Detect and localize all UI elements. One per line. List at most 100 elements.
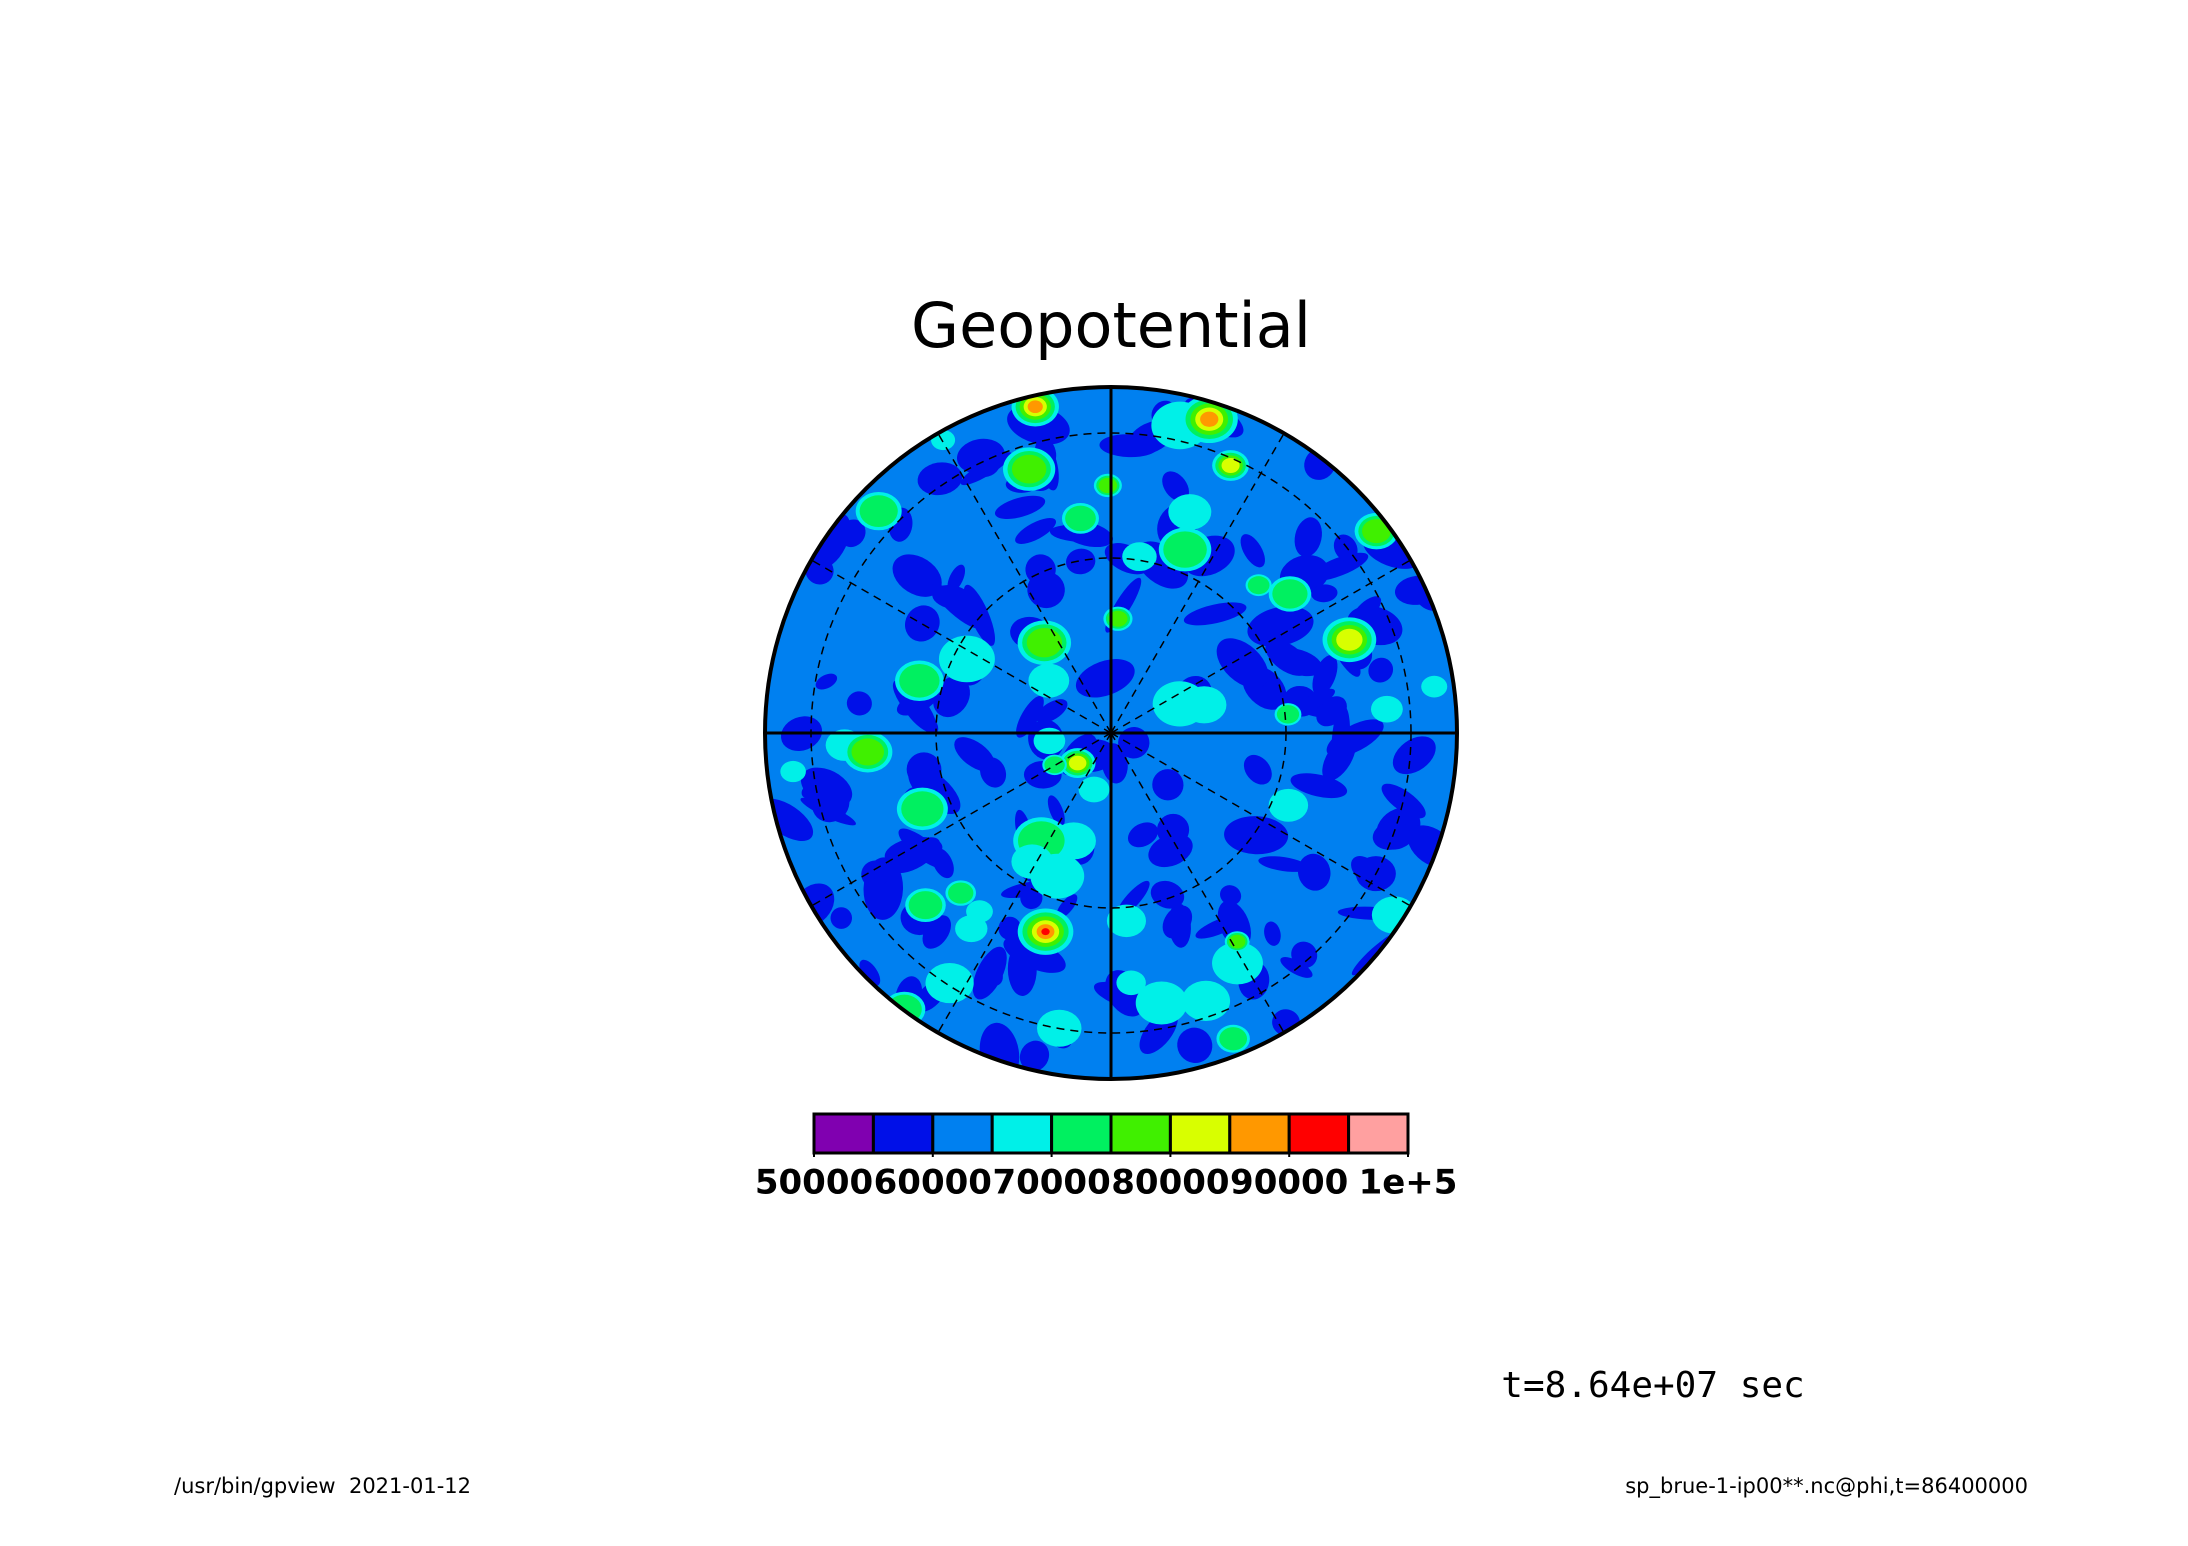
field-low <box>1381 783 1426 819</box>
field-high <box>1108 610 1128 627</box>
field-low <box>1036 699 1068 723</box>
colorbar-tick-label: 80000 <box>1111 1163 1229 1203</box>
field-high <box>1200 411 1219 427</box>
field-high <box>1068 755 1087 771</box>
field-high <box>780 760 806 783</box>
field-high <box>901 791 944 827</box>
field-low <box>1027 571 1065 609</box>
field-low <box>1003 936 1066 973</box>
colorbar-cell <box>990 1112 1054 1155</box>
field-low <box>963 584 995 646</box>
field-high <box>1116 970 1146 996</box>
field-low <box>1294 688 1335 714</box>
colorbar-tick-label: 90000 <box>1230 1163 1348 1203</box>
field-high <box>938 635 995 683</box>
field-low <box>1220 885 1242 906</box>
meridian <box>810 559 1112 734</box>
chart-title: Geopotential <box>911 289 1311 362</box>
colorbar-tick-label: 50000 <box>755 1163 873 1203</box>
field-low <box>1333 534 1358 562</box>
field-low <box>1020 887 1043 910</box>
field-low <box>830 907 853 929</box>
field-low <box>861 860 889 888</box>
colorbar-cell <box>931 1112 994 1155</box>
colorbar-tick-label: 60000 <box>874 1163 992 1203</box>
field <box>765 387 1457 1079</box>
field-low <box>1274 648 1323 677</box>
field-high <box>1135 981 1188 1025</box>
field-low <box>1127 822 1159 848</box>
colorbar: 50000 60000 70000 80000 90000 1e+5 <box>755 1112 1458 1203</box>
field-low <box>904 605 940 642</box>
field-high <box>1041 928 1050 936</box>
field-high <box>1026 628 1062 658</box>
colorbar-cell <box>1168 1112 1232 1155</box>
field-high <box>1219 1027 1248 1051</box>
field-low <box>1331 705 1351 773</box>
map-grid <box>763 385 1459 1081</box>
field-high <box>1221 457 1240 474</box>
field-high <box>955 915 988 943</box>
field-low <box>884 837 943 867</box>
field-low <box>1240 534 1265 568</box>
field-high <box>1181 980 1231 1021</box>
field-high <box>1181 686 1227 724</box>
field-low <box>1056 894 1078 919</box>
field-low <box>1016 695 1044 738</box>
field-low <box>859 959 881 986</box>
field-high <box>1027 400 1043 414</box>
field-high <box>1362 519 1391 544</box>
field-high <box>1106 904 1147 938</box>
field-low <box>1101 743 1128 784</box>
field-high <box>1247 576 1270 595</box>
field-low <box>1019 1040 1050 1072</box>
field-low <box>1392 736 1436 775</box>
field-high <box>1276 705 1300 724</box>
field-low <box>1258 856 1309 872</box>
colorbar-cell <box>1109 1112 1172 1155</box>
meridian <box>1110 432 1285 734</box>
field-low <box>1047 795 1065 827</box>
field-high <box>1336 628 1363 651</box>
field-low <box>1075 659 1135 698</box>
field-low <box>1311 584 1338 603</box>
colorbar-tick-label: 1e+5 <box>1359 1163 1458 1203</box>
field-high <box>1028 663 1070 698</box>
meridian <box>937 732 1112 1034</box>
field-high <box>925 962 974 1004</box>
field-low <box>1294 517 1322 557</box>
field-low <box>1280 956 1313 978</box>
field-high <box>1268 788 1309 822</box>
field-low <box>1066 548 1096 575</box>
meridian <box>1110 732 1285 1034</box>
meridian <box>1110 732 1412 907</box>
meridian <box>1110 559 1412 734</box>
field-low <box>994 495 1046 519</box>
field-high <box>1421 675 1448 698</box>
colorbar-cell <box>1050 1112 1113 1155</box>
field-low <box>1372 821 1411 850</box>
annotation: t=8.64e+07 sec <box>1501 1365 1804 1406</box>
field-high <box>1272 579 1308 609</box>
field-low <box>917 462 963 496</box>
field-high <box>1371 896 1417 934</box>
field-high <box>908 891 943 920</box>
colorbar-cell <box>1228 1112 1291 1155</box>
field-high <box>1168 494 1212 530</box>
field-low <box>1152 769 1184 801</box>
field-high <box>931 429 956 451</box>
field-low <box>1312 655 1338 697</box>
field-low <box>892 554 942 597</box>
field-high <box>1044 756 1065 774</box>
field-low <box>1162 905 1193 939</box>
colorbar-cell <box>1287 1112 1351 1155</box>
field-high <box>1065 505 1096 532</box>
field-low <box>980 757 1007 788</box>
field-high <box>1078 776 1110 803</box>
field-high <box>1370 695 1403 723</box>
colorbar-cell <box>812 1112 875 1155</box>
field-low <box>815 673 838 690</box>
footer-left: /usr/bin/gpview 2021-01-12 <box>174 1474 471 1498</box>
field-low <box>1368 657 1394 683</box>
